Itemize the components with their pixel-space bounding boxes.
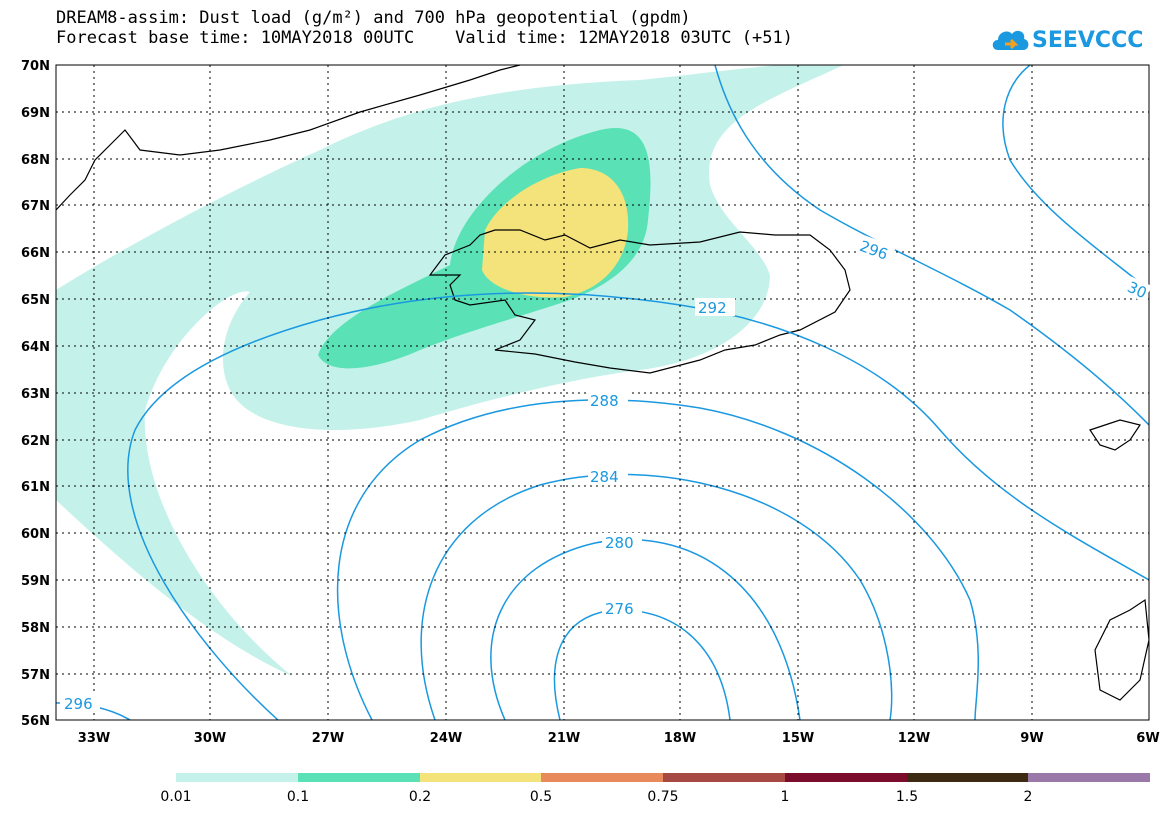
colorbar-label: 0.1 — [287, 789, 309, 805]
colorbar-swatch — [907, 773, 1028, 782]
colorbar-swatch — [298, 773, 420, 782]
colorbar-label: 1.5 — [896, 789, 918, 805]
colorbar-label: 0.75 — [647, 789, 678, 805]
colorbar-label: 0.5 — [530, 789, 552, 805]
colorbar-label: 1 — [781, 789, 790, 805]
greenland-coastline — [56, 65, 521, 211]
lat-label: 58N — [21, 621, 50, 636]
lon-label: 24W — [430, 731, 462, 746]
cloud-logo-icon — [992, 30, 1029, 50]
contour-label-292: 292 — [698, 299, 727, 317]
lon-label: 6W — [1136, 731, 1159, 746]
lat-label: 68N — [21, 153, 50, 168]
lat-label: 66N — [21, 246, 50, 261]
map-title-line2: Forecast base time: 10MAY2018 00UTC Vali… — [56, 28, 793, 48]
lon-label: 33W — [78, 731, 110, 746]
lon-label: 27W — [312, 731, 344, 746]
contour-300 — [1002, 65, 1149, 291]
contour-label-276: 276 — [605, 600, 634, 618]
colorbar-swatch — [541, 773, 663, 782]
lon-label: 18W — [664, 731, 696, 746]
lat-label: 64N — [21, 340, 50, 355]
contour-label-296-sw: 296 — [64, 695, 93, 713]
contour-296-main — [714, 65, 1149, 426]
contour-284 — [420, 473, 893, 720]
colorbar-swatch — [420, 773, 541, 782]
lat-label: 65N — [21, 293, 50, 308]
lat-label: 57N — [21, 668, 50, 683]
dust-area-high — [482, 168, 629, 298]
lat-label: 60N — [21, 527, 50, 542]
lon-label: 9W — [1020, 731, 1043, 746]
contour-label-284: 284 — [590, 468, 619, 486]
colorbar: 0.01 0.1 0.2 0.5 0.75 1 1.5 2 — [160, 773, 1150, 805]
lat-label: 67N — [21, 199, 50, 214]
scotland-coastline — [1094, 598, 1149, 701]
lat-label: 61N — [21, 480, 50, 495]
colorbar-swatch — [176, 773, 298, 782]
iceland-coastline — [428, 229, 851, 374]
lat-label: 59N — [21, 574, 50, 589]
contour-label-288: 288 — [590, 392, 619, 410]
map-title-line1: DREAM8-assim: Dust load (g/m²) and 700 h… — [56, 8, 691, 28]
contour-288 — [336, 399, 980, 720]
seevccc-logo: SEEVCCC — [990, 22, 1150, 58]
contour-276 — [553, 609, 731, 720]
lat-label: 69N — [21, 106, 50, 121]
lon-label: 12W — [898, 731, 930, 746]
colorbar-label: 0.01 — [160, 789, 191, 805]
contour-label-296: 296 — [857, 237, 890, 264]
lon-label: 21W — [548, 731, 580, 746]
lat-label: 56N — [21, 714, 50, 729]
colorbar-swatch — [785, 773, 907, 782]
colorbar-swatch — [1028, 773, 1150, 782]
contour-label-280: 280 — [605, 534, 634, 552]
faroe-coastline — [1089, 419, 1141, 451]
map-frame — [55, 64, 1150, 721]
lon-label: 30W — [194, 731, 226, 746]
contour-labels: 296 292 288 284 280 276 296 30 — [60, 234, 1152, 713]
contour-280 — [490, 539, 801, 720]
lat-label: 62N — [21, 434, 50, 449]
colorbar-label: 0.2 — [409, 789, 431, 805]
colorbar-swatch — [663, 773, 785, 782]
lat-label: 63N — [21, 387, 50, 402]
logo-text: SEEVCCC — [1032, 28, 1144, 53]
colorbar-label: 2 — [1024, 789, 1033, 805]
contour-292 — [127, 292, 1149, 720]
lat-label: 70N — [21, 59, 50, 74]
lon-label: 15W — [782, 731, 814, 746]
